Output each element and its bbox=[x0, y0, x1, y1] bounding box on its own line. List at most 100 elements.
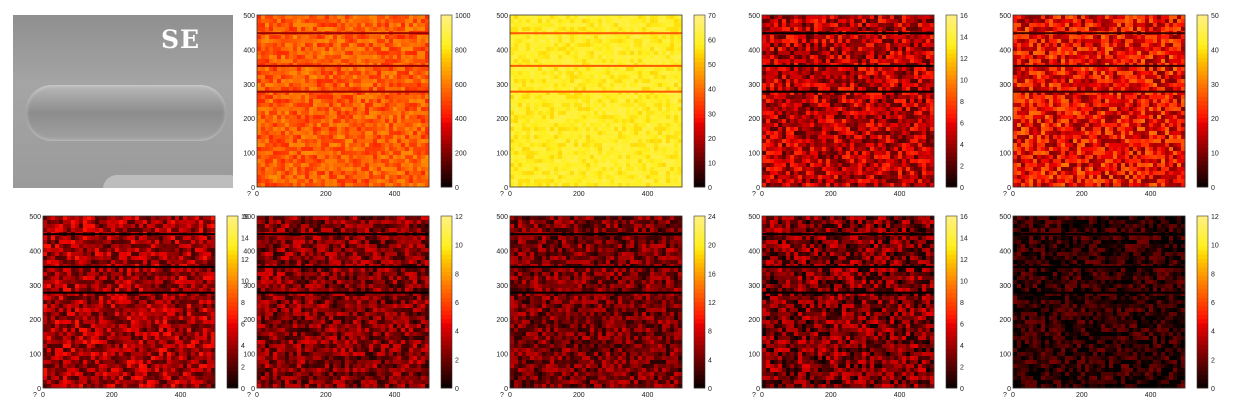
map-pixel bbox=[289, 95, 294, 100]
map-pixel bbox=[834, 67, 839, 72]
map-pixel bbox=[285, 171, 290, 176]
map-pixel bbox=[634, 83, 639, 88]
map-pixel bbox=[281, 183, 286, 188]
map-pixel bbox=[317, 23, 322, 28]
map-pixel bbox=[850, 79, 855, 84]
map-pixel bbox=[534, 95, 539, 100]
map-pixel bbox=[421, 111, 426, 116]
map-pixel bbox=[642, 55, 647, 60]
map-pixel bbox=[630, 151, 635, 156]
map-pixel bbox=[389, 35, 394, 40]
map-pixel bbox=[594, 15, 599, 20]
map-pixel bbox=[285, 27, 290, 32]
map-pixel bbox=[313, 147, 318, 152]
map-pixel bbox=[598, 95, 603, 100]
map-pixel bbox=[325, 103, 330, 108]
map-pixel bbox=[321, 119, 326, 124]
map-pixel bbox=[518, 75, 523, 80]
map-pixel bbox=[325, 23, 330, 28]
map-pixel bbox=[854, 83, 859, 88]
map-pixel bbox=[393, 15, 398, 20]
map-pixel bbox=[890, 39, 895, 44]
map-pixel bbox=[518, 179, 523, 184]
map-pixel bbox=[762, 83, 767, 88]
map-pixel bbox=[806, 115, 811, 120]
map-pixel bbox=[534, 83, 539, 88]
map-pixel bbox=[634, 151, 639, 156]
map-pixel bbox=[614, 47, 619, 52]
map-pixel bbox=[650, 135, 655, 140]
map-pixel bbox=[530, 127, 535, 132]
map-pixel bbox=[610, 135, 615, 140]
map-pixel bbox=[778, 91, 783, 96]
map-pixel bbox=[814, 103, 819, 108]
map-pixel bbox=[325, 51, 330, 56]
map-pixel bbox=[786, 43, 791, 48]
map-pixel bbox=[277, 123, 282, 128]
map-pixel bbox=[798, 35, 803, 40]
map-pixel bbox=[678, 107, 683, 112]
map-pixel bbox=[610, 147, 615, 152]
map-pixel bbox=[630, 71, 635, 76]
map-pixel bbox=[562, 23, 567, 28]
map-pixel bbox=[538, 147, 543, 152]
map-pixel bbox=[854, 27, 859, 32]
map-pixel bbox=[594, 39, 599, 44]
map-pixel bbox=[798, 83, 803, 88]
map-pixel bbox=[794, 43, 799, 48]
map-pixel bbox=[606, 99, 611, 104]
map-pixel bbox=[566, 71, 571, 76]
map-pixel bbox=[674, 87, 679, 92]
map-pixel bbox=[417, 31, 422, 36]
map-pixel bbox=[566, 59, 571, 64]
map-pixel bbox=[778, 35, 783, 40]
map-pixel bbox=[546, 15, 551, 20]
map-pixel bbox=[866, 71, 871, 76]
map-pixel bbox=[522, 27, 527, 32]
map-pixel bbox=[662, 151, 667, 156]
colorbar-segment bbox=[441, 148, 452, 153]
map-pixel bbox=[333, 43, 338, 48]
map-pixel bbox=[281, 43, 286, 48]
map-pixel bbox=[810, 19, 815, 24]
map-pixel bbox=[630, 79, 635, 84]
map-pixel bbox=[658, 59, 663, 64]
map-pixel bbox=[393, 55, 398, 60]
map-pixel bbox=[862, 103, 867, 108]
map-pixel bbox=[345, 167, 350, 172]
map-pixel bbox=[393, 91, 398, 96]
map-pixel bbox=[854, 63, 859, 68]
map-pixel bbox=[421, 19, 426, 24]
map-pixel bbox=[542, 103, 547, 108]
map-pixel bbox=[766, 75, 771, 80]
map-pixel bbox=[542, 155, 547, 160]
map-pixel bbox=[381, 119, 386, 124]
map-pixel bbox=[614, 31, 619, 36]
map-pixel bbox=[574, 19, 579, 24]
map-pixel bbox=[397, 39, 402, 44]
map-pixel bbox=[554, 171, 559, 176]
map-pixel bbox=[626, 83, 631, 88]
map-pixel bbox=[870, 107, 875, 112]
map-pixel bbox=[321, 55, 326, 60]
map-pixel bbox=[794, 75, 799, 80]
map-pixel bbox=[321, 131, 326, 136]
map-pixel bbox=[566, 131, 571, 136]
map-pixel bbox=[790, 87, 795, 92]
map-pixel bbox=[377, 159, 382, 164]
map-pixel bbox=[518, 39, 523, 44]
map-pixel bbox=[554, 31, 559, 36]
map-pixel bbox=[329, 15, 334, 20]
map-pixel bbox=[289, 51, 294, 56]
map-pixel bbox=[822, 91, 827, 96]
map-pixel bbox=[634, 51, 639, 56]
map-pixel bbox=[778, 103, 783, 108]
map-pixel bbox=[333, 23, 338, 28]
map-pixel bbox=[373, 155, 378, 160]
map-pixel bbox=[425, 51, 430, 56]
map-pixel bbox=[534, 59, 539, 64]
map-pixel bbox=[790, 43, 795, 48]
map-pixel bbox=[926, 47, 931, 52]
map-pixel bbox=[814, 19, 819, 24]
map-pixel bbox=[566, 87, 571, 92]
